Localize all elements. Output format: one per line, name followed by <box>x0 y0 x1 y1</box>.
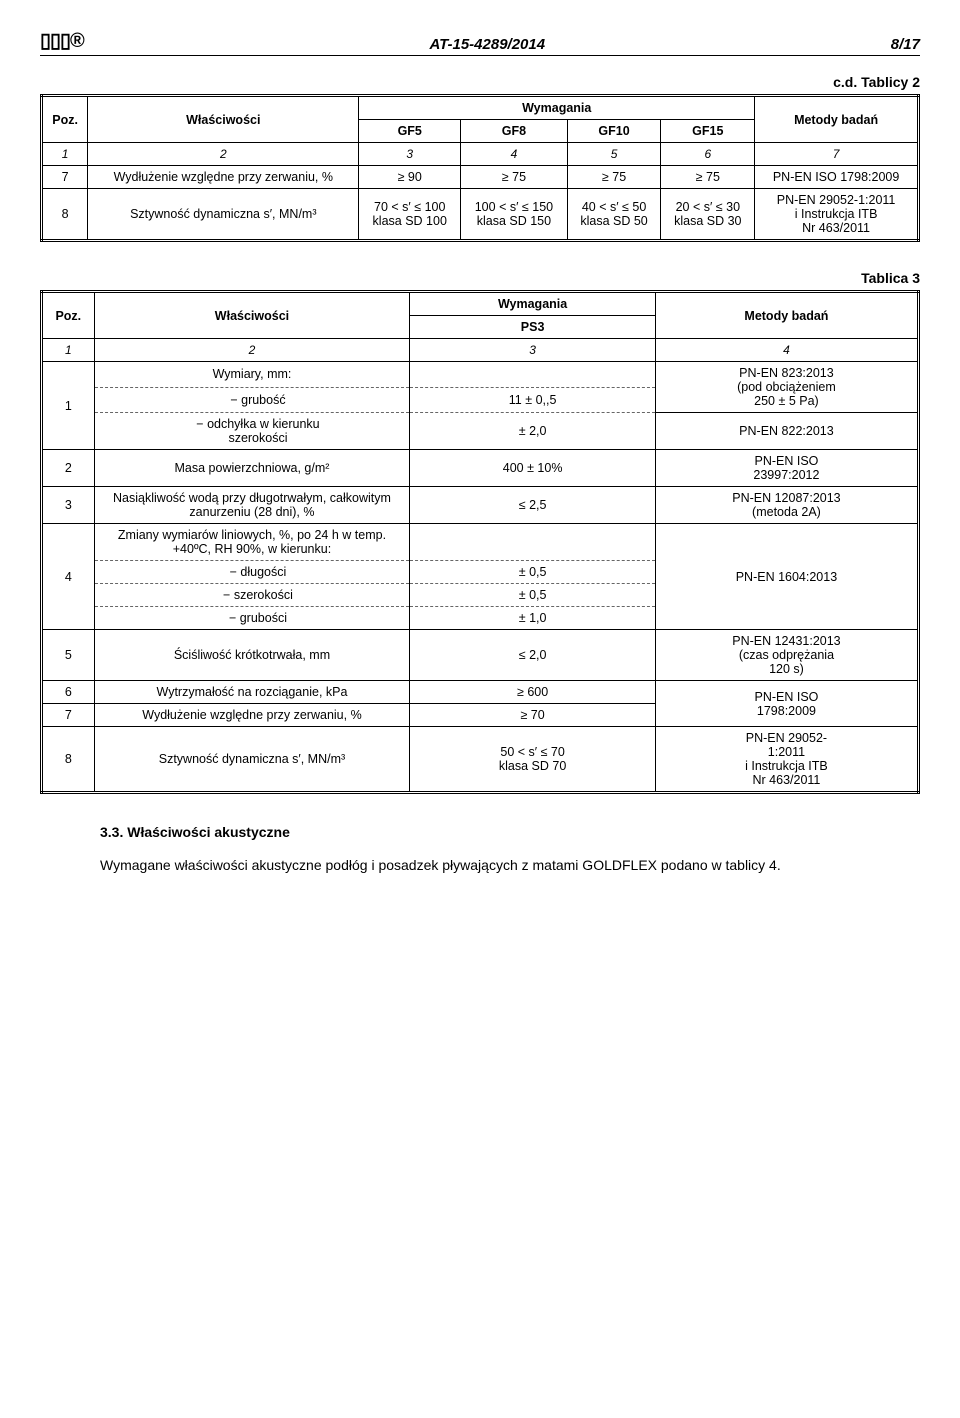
t1-r7-label: Wydłużenie względne przy zerwaniu, % <box>88 166 359 189</box>
t2-r5-v: ≤ 2,0 <box>410 630 656 681</box>
t2-r8-label: Sztywność dynamiczna s′, MN/m³ <box>94 727 410 793</box>
t2-r3-v: ≤ 2,5 <box>410 487 656 524</box>
t1-r8-v3: 20 < s′ ≤ 30 klasa SD 30 <box>661 189 755 241</box>
t2-r8-n: 8 <box>42 727 95 793</box>
t2-r6-v: ≥ 600 <box>410 681 656 704</box>
t1-idx-2: 2 <box>88 143 359 166</box>
t2-r4-c-v: ± 1,0 <box>410 607 656 630</box>
t2-r2-label: Masa powierzchniowa, g/m² <box>94 450 410 487</box>
section-heading: 3.3. Właściwości akustyczne <box>100 824 920 840</box>
t1-h-wy: Wymagania <box>359 96 755 120</box>
t2-r4-m: PN-EN 1604:2013 <box>655 524 918 630</box>
t2-r4-c-l: − grubości <box>94 607 410 630</box>
t1-idx-4: 4 <box>461 143 568 166</box>
t2-r3-n: 3 <box>42 487 95 524</box>
t2-h-wl: Właściwości <box>94 292 410 339</box>
t1-h-poz: Poz. <box>42 96 88 143</box>
t2-r5-m: PN-EN 12431:2013 (czas odprężania 120 s) <box>655 630 918 681</box>
t2-r3-m: PN-EN 12087:2013 (metoda 2A) <box>655 487 918 524</box>
t2-r1-n: 1 <box>42 362 95 450</box>
t1-col-gf15: GF15 <box>661 120 755 143</box>
table2-caption: Tablica 3 <box>40 270 920 286</box>
t2-r6-n: 6 <box>42 681 95 704</box>
t2-h-poz: Poz. <box>42 292 95 339</box>
t1-r8-v0: 70 < s′ ≤ 100 klasa SD 100 <box>359 189 461 241</box>
t1-idx-3: 3 <box>359 143 461 166</box>
t2-r8-v: 50 < s′ ≤ 70 klasa SD 70 <box>410 727 656 793</box>
logo: ▯▯▯® <box>40 28 84 53</box>
t1-r7-v1: ≥ 75 <box>461 166 568 189</box>
table1-caption: c.d. Tablicy 2 <box>40 74 920 90</box>
t2-r6-label: Wytrzymałość na rozciąganie, kPa <box>94 681 410 704</box>
t2-idx-2: 2 <box>94 339 410 362</box>
t1-h-wl: Właściwości <box>88 96 359 143</box>
t2-r1-sub2-l: − odchyłka w kierunku szerokości <box>94 413 410 450</box>
t2-r4-a-l: − długości <box>94 561 410 584</box>
t1-r7-v0: ≥ 90 <box>359 166 461 189</box>
t1-idx-6: 6 <box>661 143 755 166</box>
section-paragraph: Wymagane właściwości akustyczne podłóg i… <box>40 854 920 876</box>
t2-r1-m1: PN-EN 823:2013 (pod obciążeniem 250 ± 5 … <box>655 362 918 413</box>
t2-r5-n: 5 <box>42 630 95 681</box>
t1-idx-7: 7 <box>755 143 919 166</box>
t2-r1-label: Wymiary, mm: <box>94 362 410 388</box>
t1-col-gf5: GF5 <box>359 120 461 143</box>
t2-h-wy: Wymagania <box>410 292 656 316</box>
t1-r7-n: 7 <box>42 166 88 189</box>
t1-idx-5: 5 <box>567 143 661 166</box>
t2-sub: PS3 <box>410 316 656 339</box>
t1-r8-v1: 100 < s′ ≤ 150 klasa SD 150 <box>461 189 568 241</box>
t2-idx-3: 3 <box>410 339 656 362</box>
t2-r8-m: PN-EN 29052- 1:2011 i Instrukcja ITB Nr … <box>655 727 918 793</box>
t2-h-mb: Metody badań <box>655 292 918 339</box>
page-number: 8/17 <box>891 36 920 53</box>
t2-idx-4: 4 <box>655 339 918 362</box>
doc-title: AT-15-4289/2014 <box>84 36 891 53</box>
t2-r1-m2: PN-EN 822:2013 <box>655 413 918 450</box>
t1-idx-1: 1 <box>42 143 88 166</box>
t1-col-gf10: GF10 <box>567 120 661 143</box>
t2-r5-label: Ściśliwość krótkotrwała, mm <box>94 630 410 681</box>
t2-r4-b-v: ± 0,5 <box>410 584 656 607</box>
t2-r2-n: 2 <box>42 450 95 487</box>
t1-col-gf8: GF8 <box>461 120 568 143</box>
t2-r4-label: Zmiany wymiarów liniowych, %, po 24 h w … <box>94 524 410 561</box>
t1-h-mb: Metody badań <box>755 96 919 143</box>
t2-r3-label: Nasiąkliwość wodą przy długotrwałym, cał… <box>94 487 410 524</box>
t2-r1-sub1-l: − grubość <box>94 387 410 413</box>
table-2: Poz. Właściwości Wymagania Metody badań … <box>40 290 920 794</box>
table-1: Poz. Właściwości Wymagania Metody badań … <box>40 94 920 242</box>
t1-r8-n: 8 <box>42 189 88 241</box>
t2-r7-label: Wydłużenie względne przy zerwaniu, % <box>94 704 410 727</box>
page-header: ▯▯▯® AT-15-4289/2014 8/17 <box>40 28 920 56</box>
t2-r4-b-l: − szerokości <box>94 584 410 607</box>
t2-r6-m: PN-EN ISO 1798:2009 <box>655 681 918 727</box>
t2-r1-sub2-v: ± 2,0 <box>410 413 656 450</box>
t1-r7-v2: ≥ 75 <box>567 166 661 189</box>
t2-r7-n: 7 <box>42 704 95 727</box>
t2-r2-m: PN-EN ISO 23997:2012 <box>655 450 918 487</box>
t2-r4-a-v: ± 0,5 <box>410 561 656 584</box>
t1-r7-m: PN-EN ISO 1798:2009 <box>755 166 919 189</box>
t1-r8-v2: 40 < s′ ≤ 50 klasa SD 50 <box>567 189 661 241</box>
t2-r2-v: 400 ± 10% <box>410 450 656 487</box>
t2-r1-sub1-v: 11 ± 0,,5 <box>410 387 656 413</box>
t2-r4-n: 4 <box>42 524 95 630</box>
t1-r7-v3: ≥ 75 <box>661 166 755 189</box>
t2-idx-1: 1 <box>42 339 95 362</box>
t2-r7-v: ≥ 70 <box>410 704 656 727</box>
t1-r8-m: PN-EN 29052-1:2011 i Instrukcja ITB Nr 4… <box>755 189 919 241</box>
t1-r8-label: Sztywność dynamiczna s′, MN/m³ <box>88 189 359 241</box>
